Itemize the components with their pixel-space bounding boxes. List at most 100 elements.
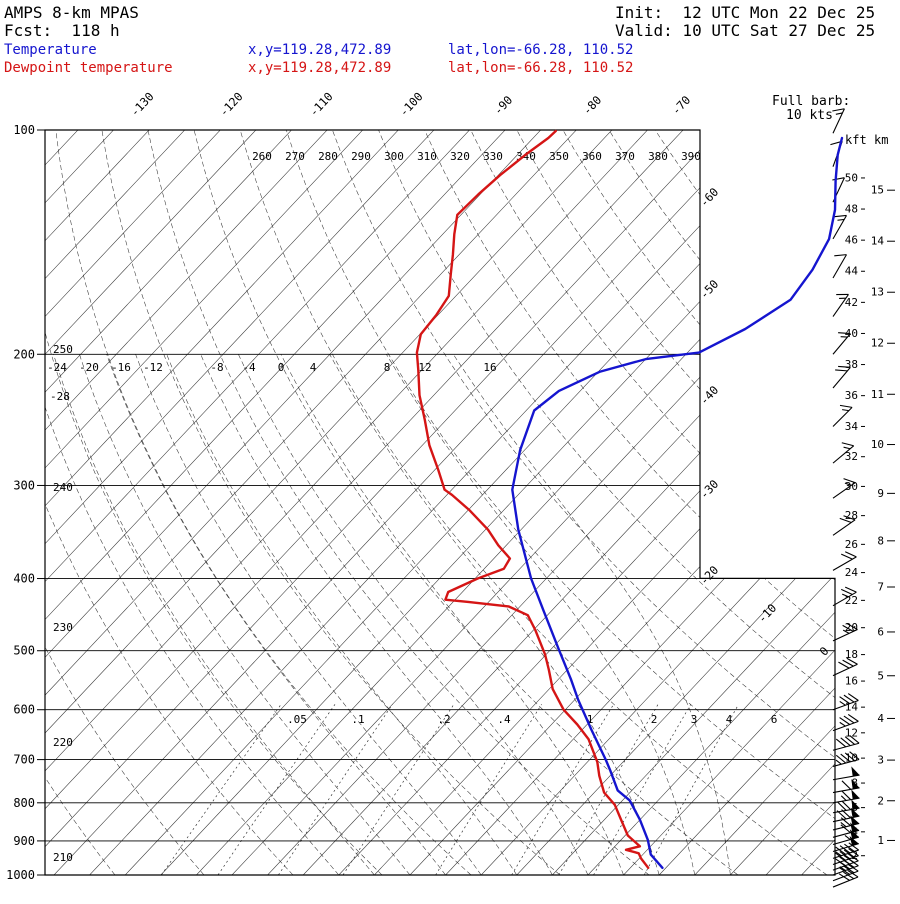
- km-tick-label: 5: [877, 669, 884, 682]
- dry-adiabat-label: 370: [615, 150, 635, 163]
- dewpoint-legend-label: Dewpoint temperature: [4, 60, 173, 76]
- isotherm-label: -70: [669, 93, 693, 118]
- kft-tick-label: 28: [845, 509, 858, 522]
- moist-adiabat-label: -4: [242, 361, 256, 374]
- kft-scale-header: kft: [845, 133, 867, 147]
- kft-tick-label: 46: [845, 234, 858, 247]
- temperature-curve: [512, 138, 842, 868]
- dry-adiabat-label: 270: [285, 150, 305, 163]
- dry-adiabat-label: 240: [53, 481, 73, 494]
- dry-adiabat-label: 230: [53, 621, 73, 634]
- kft-tick-label: 38: [845, 358, 858, 371]
- dry-adiabat-label: 380: [648, 150, 668, 163]
- isotherm-label: -110: [307, 89, 336, 119]
- km-tick-label: 12: [871, 337, 884, 350]
- mixing-ratio-label: .1: [351, 713, 364, 726]
- init-time: Init: 12 UTC Mon 22 Dec 25: [615, 3, 875, 22]
- pressure-label: 700: [13, 753, 35, 767]
- dry-adiabat-label: 350: [549, 150, 569, 163]
- pressure-label: 300: [13, 478, 35, 492]
- mixing-ratio-label: .2: [437, 713, 450, 726]
- dry-adiabat-label: 310: [417, 150, 437, 163]
- mixing-ratio-label: 2: [651, 713, 658, 726]
- km-tick-label: 7: [877, 581, 884, 594]
- isotherm-label: -80: [580, 93, 604, 118]
- pressure-label: 800: [13, 796, 35, 810]
- km-tick-label: 14: [871, 235, 885, 248]
- pressure-label: 900: [13, 834, 35, 848]
- dry-adiabat-label: 260: [252, 150, 272, 163]
- moist-adiabat-label: 4: [310, 361, 317, 374]
- temperature-latlon: lat,lon=-66.28, 110.52: [448, 42, 633, 58]
- mixing-ratio-label: .4: [497, 713, 511, 726]
- temperature-legend-label: Temperature: [4, 42, 97, 58]
- moist-adiabat-label: -20: [79, 361, 99, 374]
- kft-tick-label: 50: [845, 171, 858, 184]
- dewpoint-xy: x,y=119.28,472.89: [248, 60, 391, 76]
- kft-tick-label: 18: [845, 648, 858, 661]
- km-tick-label: 4: [877, 712, 884, 725]
- mixing-ratio-label: 4: [726, 713, 733, 726]
- pressure-label: 500: [13, 644, 35, 658]
- km-tick-label: 11: [871, 388, 884, 401]
- isotherm-label: -10: [755, 601, 779, 626]
- kft-tick-label: 24: [845, 566, 859, 579]
- dry-adiabat-label: 220: [53, 736, 73, 749]
- mixing-ratio-label: 6: [771, 713, 778, 726]
- moist-adiabat-label: -8: [210, 361, 223, 374]
- dry-adiabat-label: 330: [483, 150, 503, 163]
- km-tick-label: 10: [871, 438, 884, 451]
- isotherm-label: -130: [128, 89, 157, 119]
- dewpoint-latlon: lat,lon=-66.28, 110.52: [448, 60, 633, 76]
- km-tick-label: 8: [877, 534, 884, 547]
- pressure-label: 1000: [6, 868, 35, 882]
- valid-time: Valid: 10 UTC Sat 27 Dec 25: [615, 21, 875, 40]
- dry-adiabat-label: 290: [351, 150, 371, 163]
- forecast-hour: Fcst: 118 h: [4, 21, 120, 40]
- dry-adiabat-label: 360: [582, 150, 602, 163]
- kft-tick-label: 34: [845, 420, 859, 433]
- moist-adiabat-label: -12: [143, 361, 163, 374]
- barb-legend-line2: 10 kts: [772, 108, 833, 123]
- pressure-label: 100: [13, 123, 35, 137]
- km-tick-label: 1: [877, 834, 884, 847]
- km-tick-label: 6: [877, 625, 884, 638]
- isotherm-label: -100: [397, 89, 426, 119]
- moist-adiabat-label: -16: [111, 361, 131, 374]
- dry-adiabat-label: 300: [384, 150, 404, 163]
- moist-adiabat-label: -28: [50, 390, 70, 403]
- kft-tick-label: 26: [845, 538, 858, 551]
- mixing-ratio-label: .05: [287, 713, 307, 726]
- km-scale-header: km: [874, 133, 888, 147]
- moist-adiabat-label: -24: [47, 361, 67, 374]
- pressure-label: 600: [13, 703, 35, 717]
- pressure-label: 200: [13, 347, 35, 361]
- dry-adiabat-label: 280: [318, 150, 338, 163]
- km-tick-label: 9: [877, 487, 884, 500]
- dry-adiabat-label: 210: [53, 851, 73, 864]
- pressure-axis: 100 200 300 400 500 600 700 800 900 1000: [6, 123, 835, 882]
- moist-adiabat-label: 16: [483, 361, 496, 374]
- moist-adiabat-label: 8: [384, 361, 391, 374]
- pressure-label: 400: [13, 572, 35, 586]
- kft-tick-label: 44: [845, 265, 859, 278]
- mixing-ratio-label: 3: [691, 713, 698, 726]
- kft-tick-label: 48: [845, 203, 858, 216]
- km-tick-label: 3: [877, 754, 884, 767]
- barb-legend-line1: Full barb:: [772, 94, 850, 109]
- dry-adiabat-label: 320: [450, 150, 470, 163]
- kft-tick-label: 16: [845, 675, 858, 688]
- dry-adiabat-label: 250: [53, 343, 73, 356]
- moist-adiabat-label: 12: [418, 361, 431, 374]
- km-tick-label: 15: [871, 184, 884, 197]
- barb-legend: Full barb:10 kts: [772, 95, 850, 123]
- isotherm-label: -90: [491, 93, 515, 118]
- temperature-xy: x,y=119.28,472.89: [248, 42, 391, 58]
- kft-tick-label: 36: [845, 389, 858, 402]
- km-tick-label: 13: [871, 286, 884, 299]
- dry-adiabat-label: 390: [681, 150, 701, 163]
- isotherm-label: -120: [217, 89, 246, 119]
- km-tick-label: 2: [877, 794, 884, 807]
